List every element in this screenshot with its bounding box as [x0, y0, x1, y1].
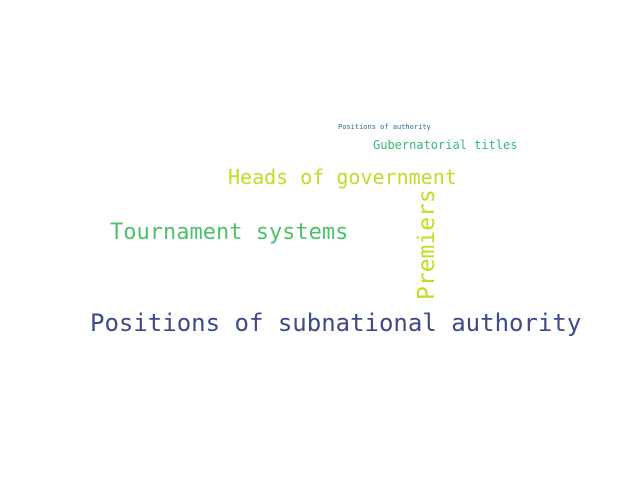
word-heads-of-government: Heads of government — [228, 165, 457, 189]
word-positions-of-subnational-authority: Positions of subnational authority — [90, 309, 582, 337]
word-tournament-systems: Tournament systems — [110, 220, 349, 245]
word-premiers: Premiers — [414, 189, 440, 300]
word-positions-of-authority: Positions of authority — [338, 123, 431, 131]
word-gubernatorial-titles: Gubernatorial titles — [373, 138, 518, 152]
